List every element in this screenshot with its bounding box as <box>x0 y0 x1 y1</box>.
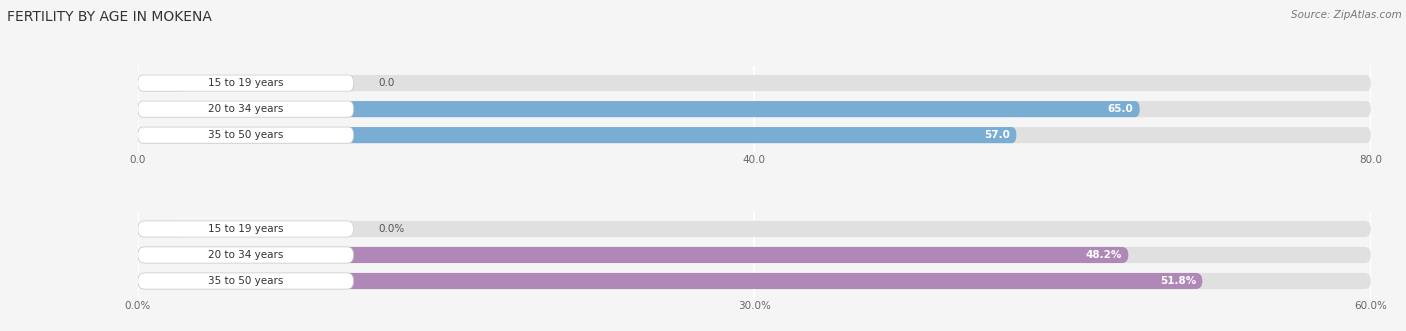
FancyBboxPatch shape <box>138 127 353 143</box>
FancyBboxPatch shape <box>138 101 1140 117</box>
FancyBboxPatch shape <box>138 75 187 91</box>
Text: 51.8%: 51.8% <box>1160 276 1197 286</box>
FancyBboxPatch shape <box>138 127 1371 143</box>
Text: 20 to 34 years: 20 to 34 years <box>208 104 284 114</box>
FancyBboxPatch shape <box>138 273 1202 289</box>
FancyBboxPatch shape <box>138 247 1129 263</box>
Text: 15 to 19 years: 15 to 19 years <box>208 78 284 88</box>
FancyBboxPatch shape <box>138 247 1371 263</box>
FancyBboxPatch shape <box>138 221 187 237</box>
Text: 35 to 50 years: 35 to 50 years <box>208 130 284 140</box>
FancyBboxPatch shape <box>138 221 1371 237</box>
FancyBboxPatch shape <box>138 273 1371 289</box>
FancyBboxPatch shape <box>138 127 1017 143</box>
Text: 35 to 50 years: 35 to 50 years <box>208 276 284 286</box>
Text: 0.0: 0.0 <box>378 78 395 88</box>
FancyBboxPatch shape <box>138 273 353 289</box>
FancyBboxPatch shape <box>138 75 353 91</box>
FancyBboxPatch shape <box>138 221 353 237</box>
FancyBboxPatch shape <box>138 75 1371 91</box>
Text: 20 to 34 years: 20 to 34 years <box>208 250 284 260</box>
Text: Source: ZipAtlas.com: Source: ZipAtlas.com <box>1291 10 1402 20</box>
Text: 0.0%: 0.0% <box>378 224 405 234</box>
FancyBboxPatch shape <box>138 101 353 117</box>
Text: FERTILITY BY AGE IN MOKENA: FERTILITY BY AGE IN MOKENA <box>7 10 212 24</box>
Text: 15 to 19 years: 15 to 19 years <box>208 224 284 234</box>
Text: 48.2%: 48.2% <box>1085 250 1122 260</box>
Text: 65.0: 65.0 <box>1108 104 1133 114</box>
Text: 57.0: 57.0 <box>984 130 1010 140</box>
FancyBboxPatch shape <box>138 101 1371 117</box>
FancyBboxPatch shape <box>138 247 353 263</box>
